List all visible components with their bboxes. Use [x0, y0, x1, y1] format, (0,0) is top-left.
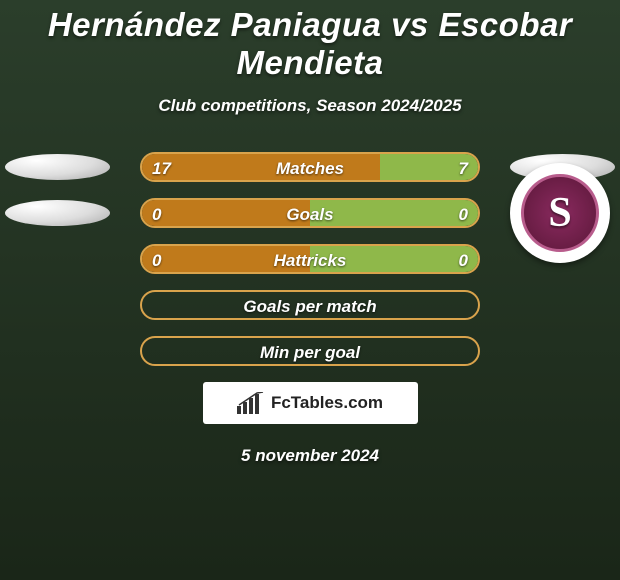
stat-row: Goals per match: [0, 290, 620, 320]
stat-label: Goals per match: [142, 292, 478, 320]
comparison-title: Hernández Paniagua vs Escobar Mendieta: [0, 0, 620, 82]
stat-bar-left-segment: [142, 154, 380, 180]
stat-row: Min per goal: [0, 336, 620, 366]
snapshot-date: 5 november 2024: [0, 446, 620, 466]
stat-value-left: 0: [152, 200, 161, 228]
stat-label: Min per goal: [142, 338, 478, 366]
stat-value-right: 0: [459, 200, 468, 228]
stat-bar-right-segment: [310, 200, 478, 226]
player-left-placeholder: [0, 152, 115, 182]
stats-rows: Matches177SGoals00Hattricks00Goals per m…: [0, 152, 620, 366]
brand-text: FcTables.com: [271, 393, 383, 413]
brand-bars-icon: [237, 392, 265, 414]
stat-bar: Goals per match: [140, 290, 480, 320]
stat-bar: Hattricks00: [140, 244, 480, 274]
comparison-subtitle: Club competitions, Season 2024/2025: [0, 96, 620, 116]
stat-bar-left-segment: [142, 246, 310, 272]
team-logo-letter: S: [548, 189, 571, 237]
stat-bar-right-segment: [310, 246, 478, 272]
stat-row: SGoals00: [0, 198, 620, 228]
team-logo-inner: S: [521, 174, 599, 252]
stat-row: Hattricks00: [0, 244, 620, 274]
stat-bar: Goals00: [140, 198, 480, 228]
stat-value-left: 17: [152, 154, 171, 182]
stat-value-right: 7: [459, 154, 468, 182]
stat-bar: Matches177: [140, 152, 480, 182]
ellipse-icon: [5, 200, 110, 226]
stat-value-right: 0: [459, 246, 468, 274]
brand-box: FcTables.com: [203, 382, 418, 424]
stat-bar: Min per goal: [140, 336, 480, 366]
ellipse-icon: [5, 154, 110, 180]
stat-bar-left-segment: [142, 200, 310, 226]
stat-value-left: 0: [152, 246, 161, 274]
player-left-placeholder: [0, 198, 115, 228]
